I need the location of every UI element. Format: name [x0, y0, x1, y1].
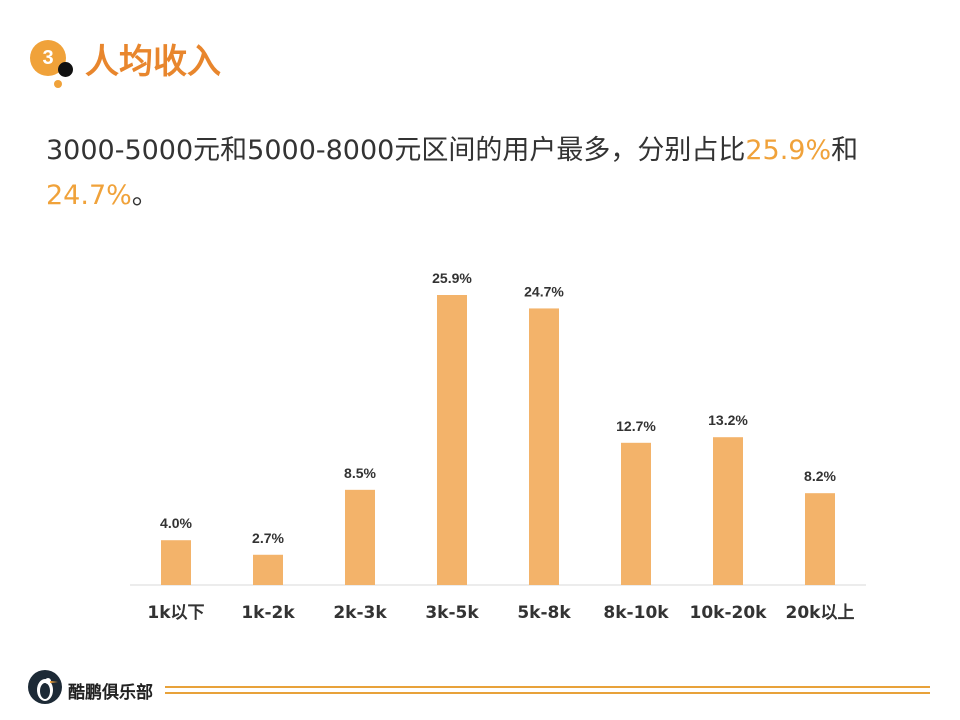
summary-text-part1: 3000-5000元和5000-8000元区间的用户最多，分别占比	[46, 135, 746, 166]
penguin-logo-icon	[28, 670, 62, 704]
badge-small-dot-icon	[54, 80, 62, 88]
summary-text: 3000-5000元和5000-8000元区间的用户最多，分别占比25.9%和 2…	[46, 128, 926, 218]
data-label-0: 4.0%	[160, 515, 192, 531]
summary-text-part3: 。	[131, 180, 159, 211]
category-label-7: 20k以上	[786, 603, 855, 623]
bar-6	[713, 437, 743, 585]
data-label-7: 8.2%	[804, 468, 836, 484]
bar-1	[253, 554, 283, 585]
data-label-3: 25.9%	[432, 270, 472, 286]
footer-brand: 酷鹏俱乐部	[68, 683, 153, 703]
category-label-3: 3k-5k	[425, 603, 479, 623]
footer-divider-line-2	[165, 692, 930, 694]
footer-divider-line	[165, 686, 930, 688]
bar-7	[805, 493, 835, 585]
category-label-5: 8k-10k	[603, 603, 669, 623]
category-label-1: 1k-2k	[241, 603, 295, 623]
category-label-6: 10k-20k	[690, 603, 768, 623]
category-label-0: 1k以下	[147, 603, 204, 623]
summary-highlight-1: 25.9%	[745, 135, 832, 166]
section-number: 3	[42, 46, 54, 69]
data-label-2: 8.5%	[344, 465, 376, 481]
bar-3	[437, 295, 467, 585]
category-label-4: 5k-8k	[517, 603, 571, 623]
summary-text-part2: 和	[831, 135, 859, 166]
bar-0	[161, 540, 191, 585]
summary-highlight-2: 24.7%	[46, 180, 132, 211]
section-number-badge: 3	[30, 40, 66, 76]
section-title: 人均收入	[85, 42, 221, 82]
badge-dot-icon	[58, 62, 73, 77]
data-label-1: 2.7%	[252, 530, 284, 546]
bar-2	[345, 489, 375, 585]
data-label-5: 12.7%	[616, 418, 656, 434]
data-label-4: 24.7%	[524, 283, 564, 299]
data-label-6: 13.2%	[708, 412, 748, 428]
category-label-2: 2k-3k	[333, 603, 387, 623]
bar-4	[529, 308, 559, 585]
bar-5	[621, 442, 651, 585]
